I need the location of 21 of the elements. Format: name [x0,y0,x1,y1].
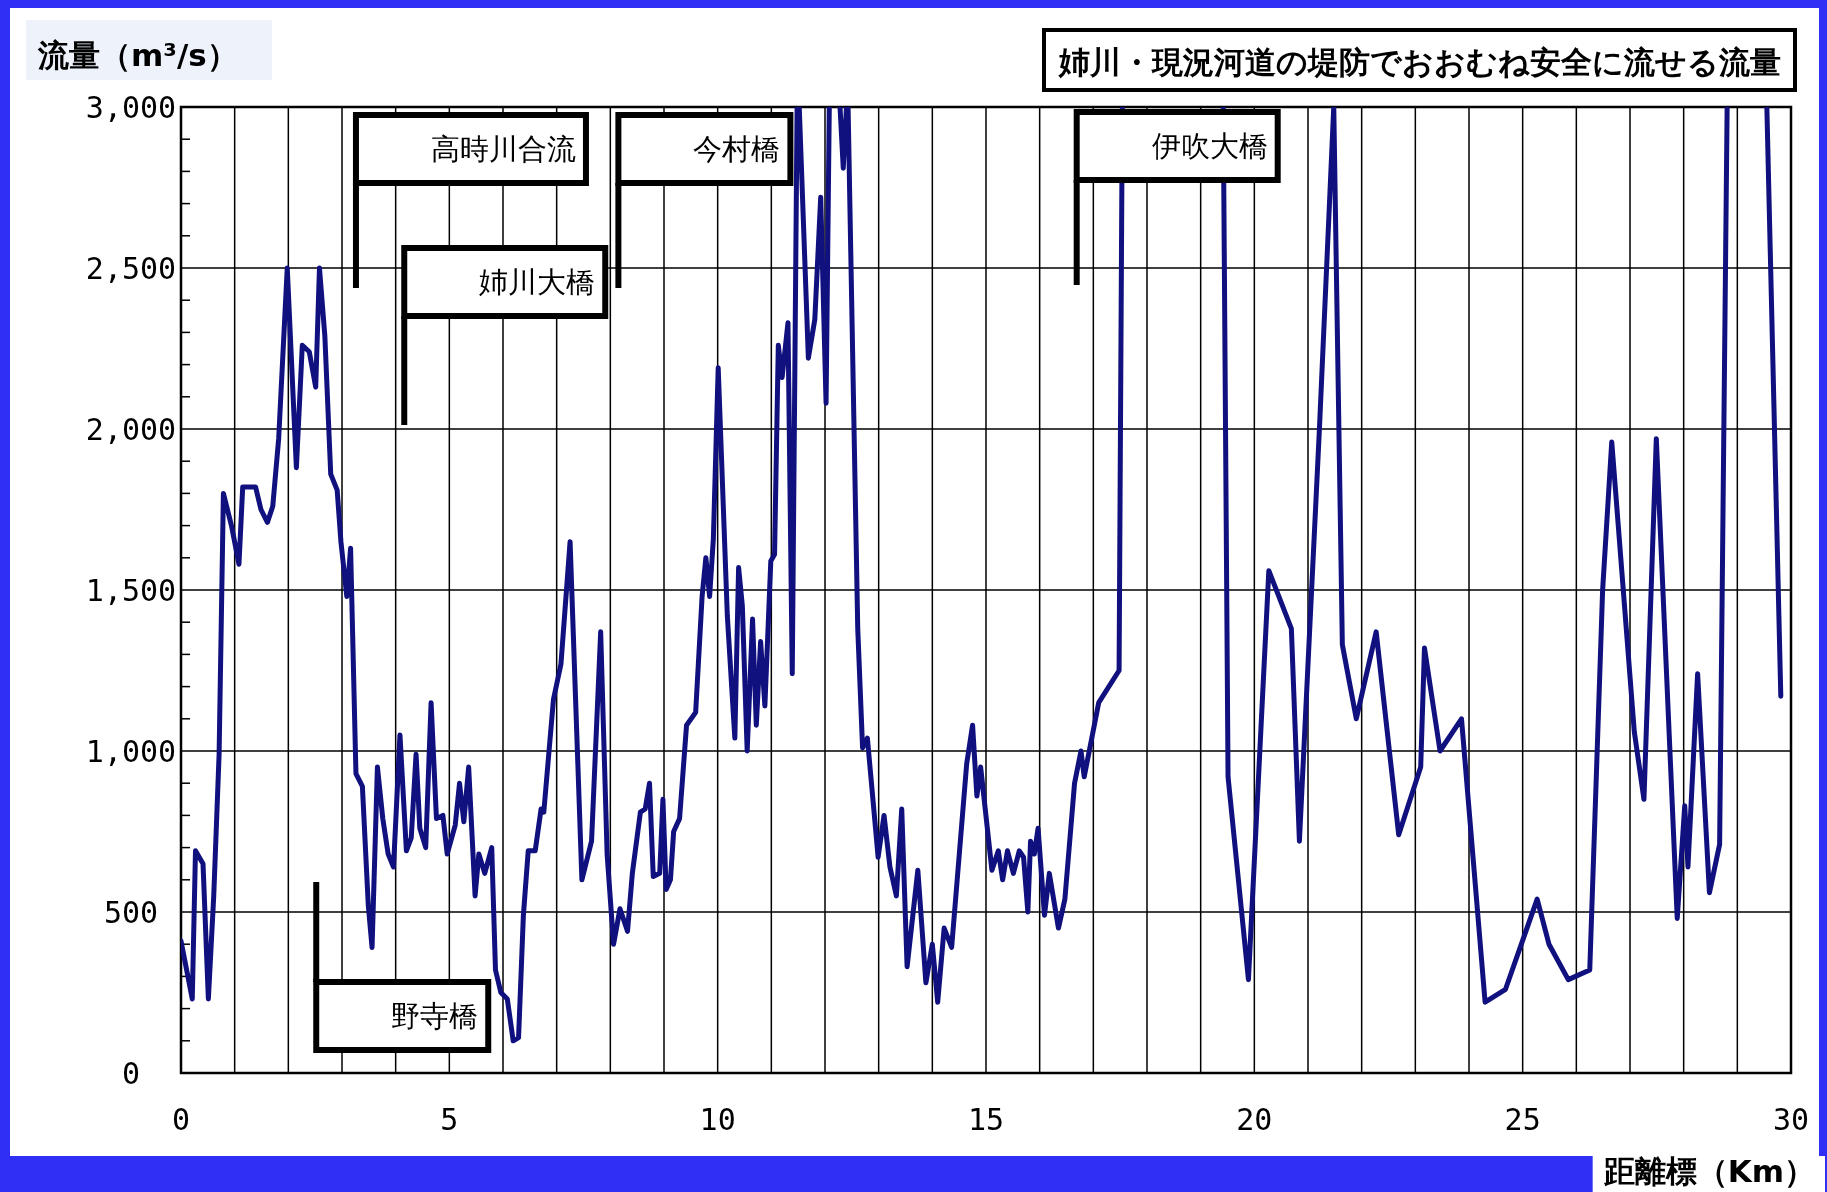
x-tick-label: 15 [967,1102,1005,1137]
ref-line-label: 高時川合流 [430,132,576,166]
x-tick-label: 30 [1772,1102,1810,1137]
y-tick-label: 2,500 [85,251,177,286]
y-axis-title: 流量（m³/s） [37,37,238,73]
y-tick-label: 0 [121,1056,141,1091]
ref-line-label: 今村橋 [693,132,781,166]
y-tick-label: 1,500 [85,573,177,608]
x-tick-label: 25 [1504,1102,1541,1137]
y-tick-label: 1,000 [85,734,177,769]
ref-line-label: 伊吹大橋 [1151,129,1268,163]
y-tick-label: 500 [103,895,159,930]
x-tick-label: 5 [440,1102,459,1137]
x-tick-label: 10 [699,1102,736,1137]
ref-line-label: 姉川大橋 [479,265,596,299]
ref-line-label: 野寺橋 [391,999,479,1033]
x-axis-title: 距離標（Km） [1602,1153,1815,1189]
y-tick-label: 2,000 [85,412,177,447]
y-tick-label: 3,000 [85,90,177,125]
chart-title: 姉川・現況河道の堤防でおおむね安全に流せる流量 [1058,44,1781,80]
x-tick-label: 20 [1236,1102,1273,1137]
